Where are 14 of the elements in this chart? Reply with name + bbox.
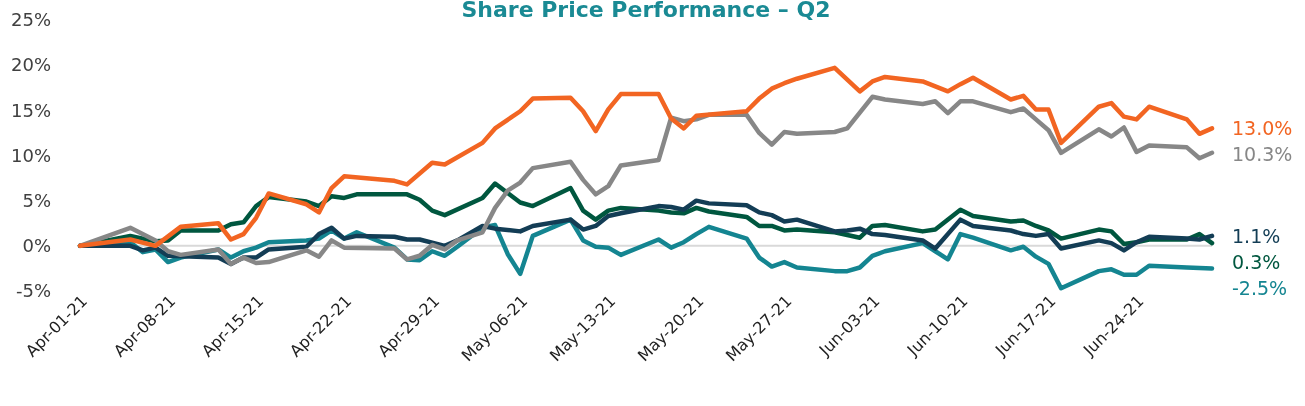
y-tick-label: 25% bbox=[10, 9, 51, 31]
annotation: 0.3% bbox=[1232, 250, 1281, 273]
annotation: 1.1% bbox=[1232, 224, 1281, 247]
y-tick-label: 10% bbox=[10, 144, 51, 166]
annotation: -2.5% bbox=[1232, 276, 1288, 299]
y-tick-label: 20% bbox=[10, 54, 51, 76]
annotation: 10.3% bbox=[1232, 143, 1293, 166]
y-tick-label: -5% bbox=[15, 280, 51, 302]
y-tick-label: 15% bbox=[10, 99, 51, 121]
line-series bbox=[77, 65, 1215, 249]
annotation: 13.0% bbox=[1232, 117, 1293, 140]
y-tick-label: 0% bbox=[22, 235, 51, 257]
y-tick-label: 5% bbox=[22, 189, 51, 211]
chart-title: Share Price Performance – Q2 bbox=[461, 0, 831, 22]
